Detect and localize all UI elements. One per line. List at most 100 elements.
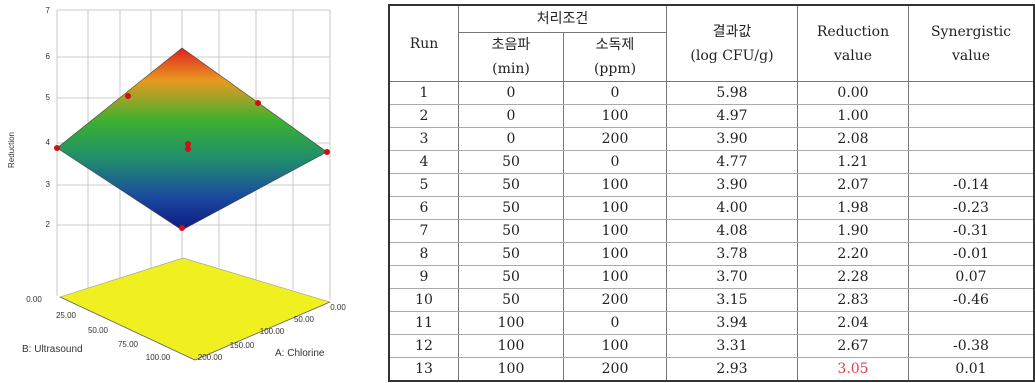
table-cell: 2.08 bbox=[797, 127, 909, 151]
table-row: 7 50 100 4.08 1.90 -0.31 bbox=[388, 219, 1035, 243]
header-text: 소독제 bbox=[595, 37, 635, 53]
table-cell: 3.31 bbox=[666, 334, 798, 358]
table-row: 12 100 100 3.31 2.67 -0.38 bbox=[388, 334, 1035, 358]
table-cell: 12 bbox=[388, 334, 459, 358]
tick-label: 100.00 bbox=[146, 353, 171, 362]
table-cell: 0.01 bbox=[908, 357, 1035, 382]
base-edge bbox=[59, 296, 331, 361]
table-cell: 0 bbox=[458, 127, 564, 151]
tick-label: 6 bbox=[46, 52, 51, 61]
table-cell: 2.07 bbox=[797, 173, 909, 197]
table-row: 13 100 200 2.93 3.05 0.01 bbox=[388, 357, 1035, 382]
tick-label: 25.00 bbox=[56, 311, 77, 320]
tick-label: 100.00 bbox=[260, 327, 285, 336]
table-cell: 4.97 bbox=[666, 104, 798, 128]
table-cell: 50 bbox=[458, 288, 564, 312]
table-cell: 50 bbox=[458, 173, 564, 197]
table-cell: 100 bbox=[563, 265, 667, 289]
table-cell: 7 bbox=[388, 219, 459, 243]
table-row: 10 50 200 3.15 2.83 -0.46 bbox=[388, 288, 1035, 312]
table-cell: 1.00 bbox=[797, 104, 909, 128]
header-text: (min) bbox=[492, 61, 530, 77]
tick-label: 3 bbox=[46, 180, 51, 189]
tick-label: 7 bbox=[46, 6, 51, 15]
table-cell: 3.90 bbox=[666, 173, 798, 197]
table-cell: 4 bbox=[388, 150, 459, 174]
table-cell: 2.93 bbox=[666, 357, 798, 382]
design-points bbox=[54, 93, 330, 231]
table-cell: 1.21 bbox=[797, 150, 909, 174]
surface-plot: Reduction B: Ultrasound A: Chlorine 7 6 5 4… bbox=[7, 6, 346, 362]
table-cell: 6 bbox=[388, 196, 459, 220]
tick-label: 5 bbox=[46, 93, 51, 102]
table-cell: 0 bbox=[458, 104, 564, 128]
table-cell: 3 bbox=[388, 127, 459, 151]
header-text: 초음파 bbox=[491, 37, 531, 53]
table-cell bbox=[908, 150, 1035, 174]
tick-label: 4 bbox=[46, 138, 51, 147]
table-row: 5 50 100 3.90 2.07 -0.14 bbox=[388, 173, 1035, 197]
table-cell: 3.05 bbox=[797, 357, 909, 382]
header-text: Synergistic bbox=[930, 23, 1012, 40]
table-cell: 3.70 bbox=[666, 265, 798, 289]
table-cell: 3.90 bbox=[666, 127, 798, 151]
table-cell: -0.01 bbox=[908, 242, 1035, 266]
tick-label: 200.00 bbox=[198, 353, 223, 362]
table-cell: 4.00 bbox=[666, 196, 798, 220]
run-header: Run bbox=[388, 5, 459, 82]
table-cell: 8 bbox=[388, 242, 459, 266]
table-cell: 100 bbox=[458, 334, 564, 358]
table-row: 6 50 100 4.00 1.98 -0.23 bbox=[388, 196, 1035, 220]
table-row: 1 0 0 5.98 0.00 bbox=[388, 81, 1035, 105]
table-cell: 0.00 bbox=[797, 81, 909, 105]
table-row: 8 50 100 3.78 2.20 -0.01 bbox=[388, 242, 1035, 266]
table-cell: 0 bbox=[563, 150, 667, 174]
floor-contour bbox=[59, 257, 331, 361]
table-cell: 50 bbox=[458, 219, 564, 243]
table-cell: 2.83 bbox=[797, 288, 909, 312]
table-row: 2 0 100 4.97 1.00 bbox=[388, 104, 1035, 128]
header-text: value bbox=[951, 47, 991, 64]
table-cell: 0.07 bbox=[908, 265, 1035, 289]
a-axis-label: A: Chlorine bbox=[275, 348, 325, 359]
result-header: 결과값 (log CFU/g) bbox=[666, 5, 798, 82]
table-cell: 10 bbox=[388, 288, 459, 312]
results-table: Run 처리조건 결과값 (log CFU/g) Reduction value S… bbox=[388, 4, 1035, 382]
table-cell: 50 bbox=[458, 150, 564, 174]
tick-label: 50.00 bbox=[294, 315, 315, 324]
table-cell: 2 bbox=[388, 104, 459, 128]
synergistic-header: Synergistic value bbox=[908, 5, 1035, 82]
table-cell: 0 bbox=[563, 311, 667, 335]
table-cell: 0 bbox=[458, 81, 564, 105]
tick-label: 2 bbox=[46, 220, 51, 229]
tick-label: 75.00 bbox=[118, 340, 139, 349]
table-cell: 3.78 bbox=[666, 242, 798, 266]
table-cell: 1.98 bbox=[797, 196, 909, 220]
table-cell bbox=[908, 127, 1035, 151]
table-cell: 100 bbox=[563, 219, 667, 243]
table-cell: 100 bbox=[563, 334, 667, 358]
table-cell: 5.98 bbox=[666, 81, 798, 105]
table-cell: 100 bbox=[458, 357, 564, 382]
response-surface bbox=[56, 47, 328, 231]
table-cell: 200 bbox=[563, 357, 667, 382]
table-cell: 50 bbox=[458, 242, 564, 266]
table-row: 9 50 100 3.70 2.28 0.07 bbox=[388, 265, 1035, 289]
table-cell: 1 bbox=[388, 81, 459, 105]
chlorine-header: 소독제 (ppm) bbox=[563, 32, 667, 82]
table-cell: 0 bbox=[563, 81, 667, 105]
table-cell: 100 bbox=[458, 311, 564, 335]
table-cell: 2.67 bbox=[797, 334, 909, 358]
table-cell: 1.90 bbox=[797, 219, 909, 243]
table-row: 11 100 0 3.94 2.04 bbox=[388, 311, 1035, 335]
table-cell bbox=[908, 104, 1035, 128]
tick-label: 0.00 bbox=[330, 303, 346, 312]
table-cell: -0.14 bbox=[908, 173, 1035, 197]
header-text: 결과값 bbox=[712, 23, 752, 40]
tick-label: 0.00 bbox=[26, 295, 42, 304]
header-text: (log CFU/g) bbox=[690, 47, 774, 64]
reduction-header: Reduction value bbox=[797, 5, 909, 82]
table-row: 4 50 0 4.77 1.21 bbox=[388, 150, 1035, 174]
b-axis-label: B: Ultrasound bbox=[22, 344, 83, 355]
table-cell: 100 bbox=[563, 173, 667, 197]
